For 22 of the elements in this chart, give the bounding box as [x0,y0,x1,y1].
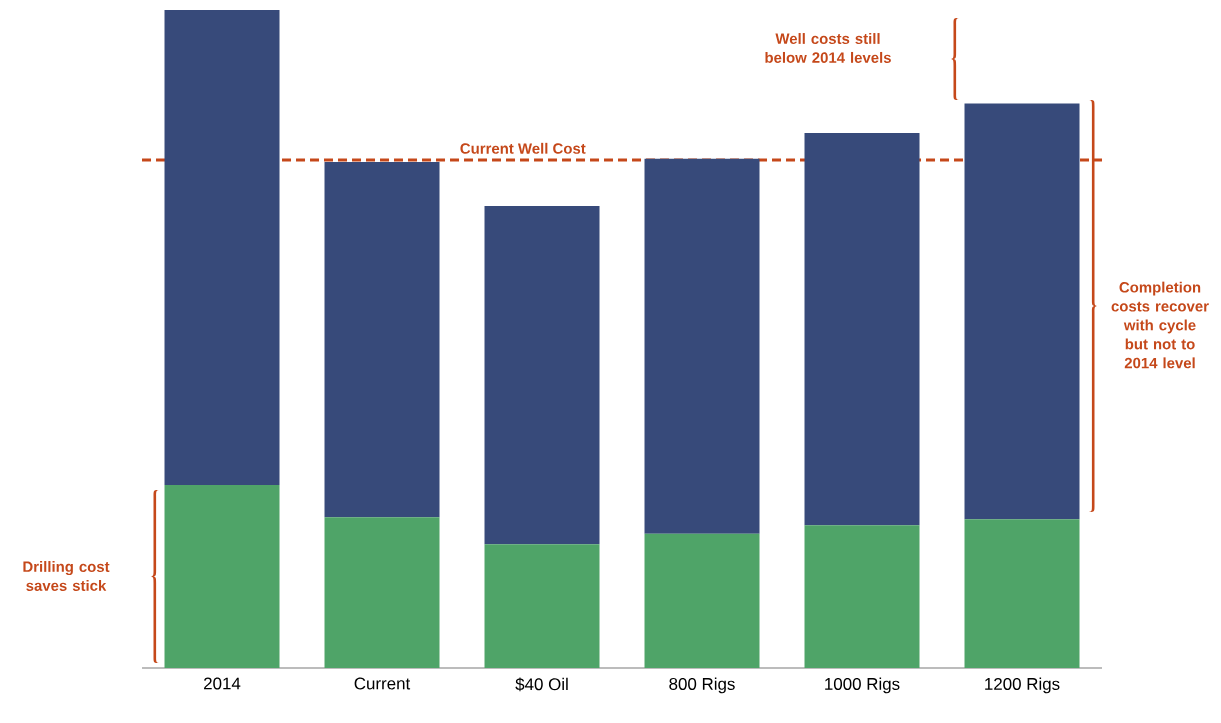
x-tick-label: 1000 Rigs [825,677,900,694]
bar [804,525,920,668]
bar [964,103,1080,520]
bar [324,517,440,668]
bar [484,206,600,545]
x-tick-label: 2014 [204,677,241,690]
x-tick-label: 1200 Rigs [985,677,1060,694]
annotation: Well costs still below 2014 levels [765,33,891,63]
x-tick-label: 800 Rigs [669,677,735,694]
text: Completion costs recover with cycle but not to 2014 level [1111,281,1209,369]
x-tick-label: $40 Oil [515,677,568,692]
bar [804,133,920,526]
x-tick-label: Current [354,677,411,690]
bar [164,485,280,668]
bar [484,544,600,668]
bar [324,161,440,518]
bar [644,158,760,534]
ref-line-label: Current Well Cost [460,142,586,154]
bar [964,519,1080,668]
text: Drilling cost saves stick [23,561,110,591]
bar [164,9,280,486]
bar [644,533,760,668]
